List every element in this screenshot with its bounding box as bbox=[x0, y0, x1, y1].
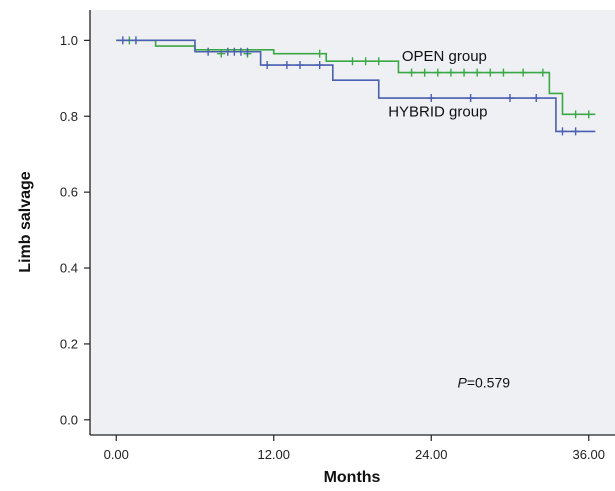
open-group-censor-mark bbox=[433, 68, 442, 77]
open-group-censor-mark bbox=[374, 57, 383, 66]
y-axis-title: Limb salvage bbox=[17, 171, 34, 272]
open-group-censor-mark bbox=[361, 57, 370, 66]
x-tick-label: 0.00 bbox=[104, 447, 129, 462]
open-group-censor-mark bbox=[486, 68, 495, 77]
open-group-censor-mark bbox=[519, 68, 528, 77]
x-axis-title: Months bbox=[324, 469, 381, 486]
open-group-censor-mark bbox=[446, 68, 455, 77]
open-group-censor-mark bbox=[315, 49, 324, 58]
y-tick-label: 0.2 bbox=[60, 336, 78, 351]
open-group-censor-mark bbox=[571, 110, 580, 119]
y-tick-label: 0.8 bbox=[60, 109, 78, 124]
hybrid-group-censor-mark bbox=[282, 61, 291, 70]
p-value-annotation: P=0.579 bbox=[457, 375, 510, 391]
x-tick-label: 12.00 bbox=[257, 447, 290, 462]
hybrid-group-censor-mark bbox=[131, 36, 140, 45]
hybrid-group-censor-mark bbox=[558, 127, 567, 136]
open-group-censor-mark bbox=[460, 68, 469, 77]
y-tick-label: 0.4 bbox=[60, 261, 78, 276]
y-tick-label: 0.6 bbox=[60, 185, 78, 200]
x-tick-label: 24.00 bbox=[415, 447, 448, 462]
hybrid-group-censor-mark bbox=[243, 47, 252, 56]
y-tick-label: 0.0 bbox=[60, 412, 78, 427]
hybrid-group-censor-mark bbox=[204, 47, 213, 56]
hybrid-group-censor-mark bbox=[571, 127, 580, 136]
open-group-censor-mark bbox=[584, 110, 593, 119]
hybrid-group-censor-mark bbox=[466, 94, 475, 103]
hybrid-group-censor-mark bbox=[118, 36, 127, 45]
x-tick-label: 36.00 bbox=[572, 447, 605, 462]
open-group-censor-mark bbox=[407, 68, 416, 77]
p-value-symbol: P bbox=[457, 375, 467, 391]
p-value-number: =0.579 bbox=[467, 375, 510, 391]
open-group-censor-mark bbox=[420, 68, 429, 77]
open-group-censor-mark bbox=[473, 68, 482, 77]
axis-ticks: 0.00 12.00 24.00 36.00 0.0 0.2 0.4 0.6 0.8 1.0 bbox=[60, 33, 605, 462]
y-tick-label: 1.0 bbox=[60, 33, 78, 48]
hybrid-group-censor-mark bbox=[427, 94, 436, 103]
open-group-label: OPEN group bbox=[402, 48, 487, 65]
open-group-censor-mark bbox=[499, 68, 508, 77]
plot-background bbox=[90, 10, 615, 435]
hybrid-group-censor-mark bbox=[506, 94, 514, 103]
open-group-censor-mark bbox=[538, 68, 547, 77]
hybrid-group-censor-mark bbox=[532, 94, 541, 103]
hybrid-group-censor-mark bbox=[296, 61, 304, 70]
open-group-step-line bbox=[116, 39, 596, 116]
hybrid-group-step-line bbox=[116, 39, 596, 133]
hybrid-group-censor-mark bbox=[263, 61, 272, 70]
hybrid-group-label: HYBRID group bbox=[388, 103, 487, 120]
hybrid-group-censor-mark bbox=[315, 61, 324, 70]
chart-marks: OPEN group HYBRID group P=0.579 bbox=[116, 36, 596, 391]
open-group-censor-mark bbox=[348, 57, 357, 66]
